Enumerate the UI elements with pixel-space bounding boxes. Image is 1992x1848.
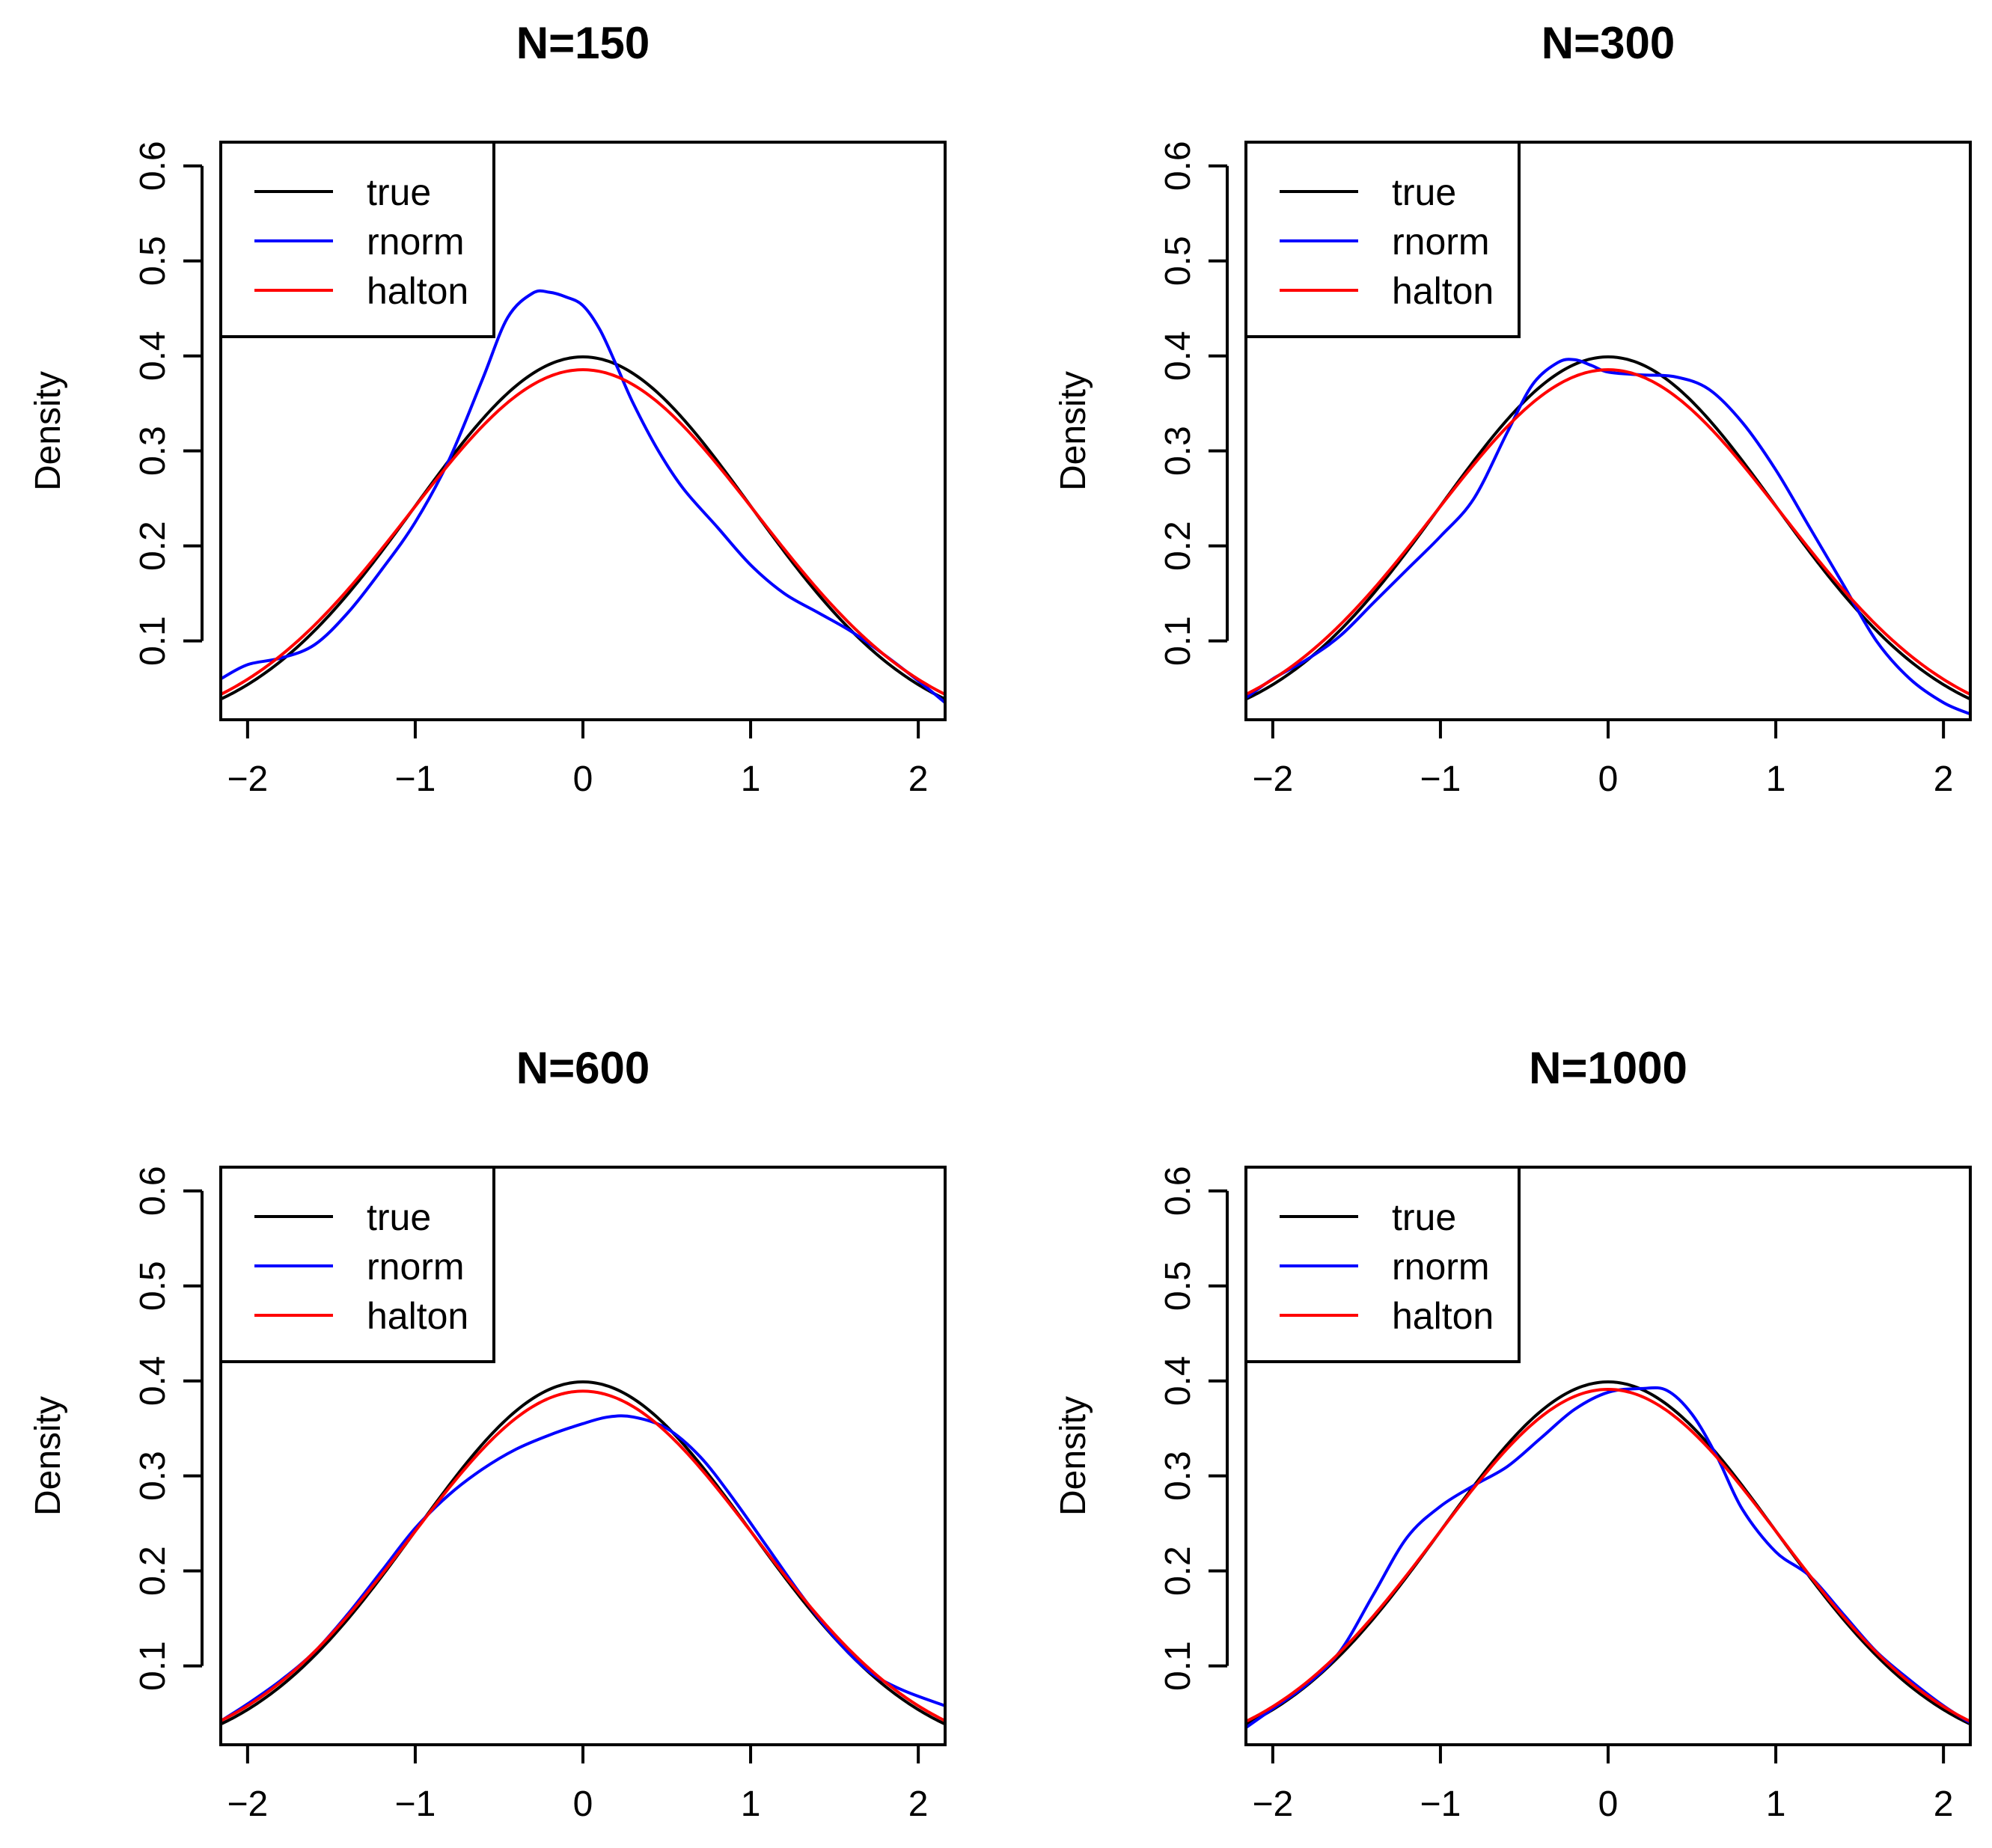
legend-label-true: true [1392,171,1456,213]
series-line-halton [221,1389,945,1722]
legend-label-true: true [1392,1196,1456,1238]
y-tick-label: 0.5 [133,1261,173,1311]
curves [1246,1380,1970,1729]
x-tick-label: 0 [573,759,593,799]
curves [221,289,945,704]
chart-title: N=300 [1542,18,1675,68]
legend-label-halton: halton [367,1295,468,1337]
y-axis-label: Density [28,371,68,491]
legend: true rnorm halton [1244,1166,1521,1363]
legend-label-rnorm: rnorm [367,1246,465,1288]
legend-label-rnorm: rnorm [1392,221,1490,263]
y-axis-label: Density [28,1396,68,1516]
y-tick-label: 0.3 [1158,1451,1198,1501]
legend-label-halton: halton [1392,270,1494,312]
legend: true rnorm halton [219,1166,495,1363]
legend-label-halton: halton [1392,1295,1494,1337]
y-tick-label: 0.4 [1158,1356,1198,1406]
chart-title: N=600 [516,1043,650,1093]
legend-label-rnorm: rnorm [367,221,465,263]
legend-label-halton: halton [367,270,468,312]
y-tick-label: 0.5 [133,236,173,286]
y-tick-label: 0.1 [133,616,173,666]
x-tick-label: 2 [908,759,929,799]
x-tick-label: −2 [227,759,268,799]
x-tick-label: 0 [1598,759,1619,799]
x-tick-label: 2 [908,1784,929,1824]
x-tick-label: 0 [1598,1784,1619,1824]
y-tick-label: 0.6 [1158,141,1198,191]
y-tick-label: 0.4 [133,1356,173,1406]
legend: true rnorm halton [1244,141,1521,338]
panel-n300: N=300 Density −2 −1 0 1 2 0.1 0.2 0.3 0.4 0.5 0.6 tru… [1054,18,1972,799]
y-tick-label: 0.2 [1158,1546,1198,1596]
x-tick-label: −2 [1252,759,1293,799]
y-tick-label: 0.4 [133,331,173,381]
series-line-true [1246,355,1970,701]
y-tick-label: 0.4 [1158,331,1198,381]
legend-label-true: true [367,1196,431,1238]
x-tick-label: 1 [1766,1784,1786,1824]
y-axis-label: Density [1054,1396,1093,1516]
x-tick-label: −1 [395,1784,436,1824]
y-tick-label: 0.5 [1158,1261,1198,1311]
y-tick-label: 0.2 [1158,521,1198,571]
curves [221,1380,945,1726]
series-line-rnorm [1246,358,1970,716]
series-line-true [1246,1380,1970,1726]
x-tick-label: 1 [741,759,761,799]
y-tick-label: 0.3 [133,426,173,476]
series-line-rnorm [221,1414,945,1722]
y-tick-label: 0.2 [133,521,173,571]
y-axis-label: Density [1054,371,1093,491]
panel-n1000: N=1000 Density −2 −1 0 1 2 0.1 0.2 0.3 0.4 0.5 0.6 tr… [1054,1043,1972,1824]
series-line-halton [221,368,945,696]
x-tick-label: −1 [395,759,436,799]
x-tick-label: −2 [1252,1784,1293,1824]
legend: true rnorm halton [219,141,495,338]
x-tick-label: 2 [1934,759,1954,799]
y-tick-label: 0.1 [133,1641,173,1691]
x-tick-label: 0 [573,1784,593,1824]
x-tick-label: −1 [1420,1784,1461,1824]
y-tick-label: 0.2 [133,1546,173,1596]
series-line-rnorm [1246,1386,1970,1729]
panel-n150: N=150 Density −2 −1 0 1 2 0.1 0.2 0.3 0.4 0.5 0.6 tru… [28,18,947,799]
y-tick-label: 0.3 [1158,426,1198,476]
panel-n600: N=600 Density −2 −1 0 1 2 0.1 0.2 0.3 0.4 0.5 0.6 tru… [28,1043,947,1824]
y-tick-label: 0.6 [1158,1166,1198,1216]
x-tick-label: −1 [1420,759,1461,799]
y-tick-label: 0.1 [1158,1641,1198,1691]
x-tick-label: 1 [1766,759,1786,799]
y-tick-label: 0.5 [1158,236,1198,286]
y-tick-label: 0.6 [133,141,173,191]
y-tick-label: 0.1 [1158,616,1198,666]
legend-label-rnorm: rnorm [1392,1246,1490,1288]
y-tick-label: 0.6 [133,1166,173,1216]
series-line-true [221,1380,945,1726]
y-tick-label: 0.3 [133,1451,173,1501]
x-tick-label: −2 [227,1784,268,1824]
chart-title: N=1000 [1529,1043,1687,1093]
chart-title: N=150 [516,18,650,68]
x-tick-label: 2 [1934,1784,1954,1824]
series-line-halton [1246,1387,1970,1723]
curves [1246,355,1970,716]
x-tick-label: 1 [741,1784,761,1824]
series-line-halton [1246,368,1970,696]
legend-label-true: true [367,171,431,213]
series-line-rnorm [221,289,945,704]
series-line-true [221,355,945,701]
